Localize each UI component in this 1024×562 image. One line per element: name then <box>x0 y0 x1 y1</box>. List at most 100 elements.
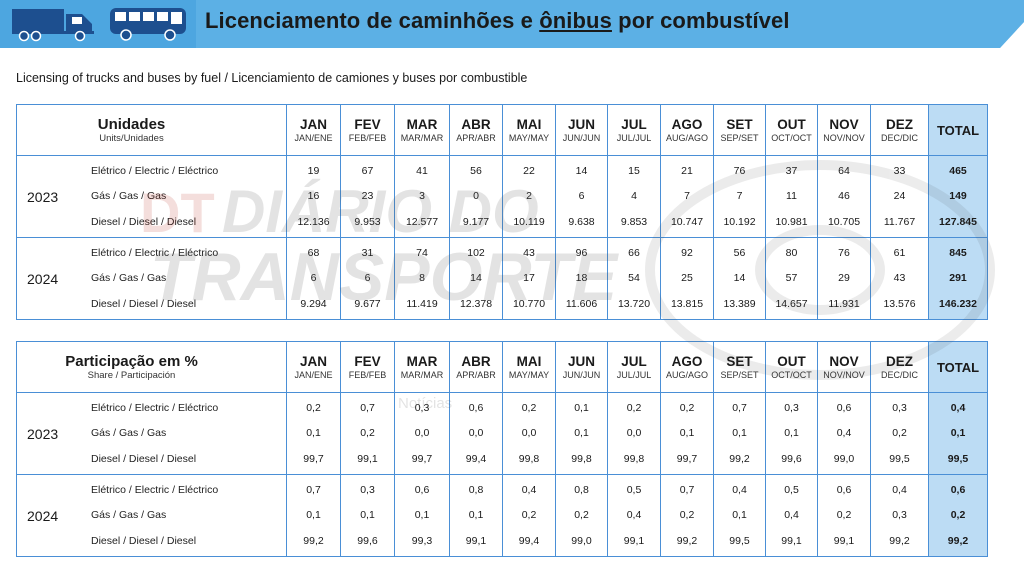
year-row: 2023 Elétrico / Electric / Eléctrico Gás /… <box>16 392 988 475</box>
cell-value: 99,1 <box>357 452 378 465</box>
month-cell: 0,6 0,2 99,1 <box>817 474 871 557</box>
cell-value: 0,4 <box>784 509 799 522</box>
year-cell: 2024 Elétrico / Electric / Eléctrico Gás /… <box>16 474 287 557</box>
cell-value: 99,2 <box>676 534 698 547</box>
cell-value: 9.953 <box>354 215 381 228</box>
cell-value: 99,4 <box>465 452 487 465</box>
total-value: 127.845 <box>939 215 977 228</box>
month-header: JUL JUL/JUL <box>607 104 661 156</box>
cell-value: 33 <box>893 164 906 177</box>
month-cell: 21 7 10.747 <box>660 155 714 238</box>
cell-value: 99,7 <box>676 452 698 465</box>
month-label: MAR <box>406 354 438 369</box>
month-header: MAI MAY/MAY <box>502 341 556 393</box>
month-header: JUN JUN/JUN <box>555 341 608 393</box>
month-header: JUL JUL/JUL <box>607 341 661 393</box>
fuel-labels: Elétrico / Electric / Eléctrico Gás / Gas… <box>17 396 286 472</box>
month-cell: 0,6 0,1 99,3 <box>394 474 450 557</box>
month-label: NOV <box>829 354 859 369</box>
cell-value: 22 <box>523 164 535 177</box>
cell-value: 0,2 <box>521 401 537 414</box>
table-title-cell: Participação em % Share / Participación <box>16 341 287 393</box>
cell-value: 14 <box>733 272 746 285</box>
cell-value: 0,1 <box>732 427 747 440</box>
total-values: 0,6 0,2 99,2 <box>929 478 987 554</box>
cell-value: 66 <box>628 246 640 259</box>
month-header: AGO AUG/AGO <box>660 341 714 393</box>
cell-value: 31 <box>361 246 374 259</box>
cell-value: 23 <box>361 190 374 203</box>
month-cell: 56 14 13.389 <box>713 237 766 320</box>
cell-value: 29 <box>838 272 850 285</box>
cell-value: 18 <box>575 272 588 285</box>
cell-values: 0,7 0,2 99,1 <box>341 396 394 472</box>
cell-value: 0,1 <box>468 509 484 522</box>
cell-value: 12.378 <box>459 297 493 310</box>
cell-value: 0,1 <box>306 509 321 522</box>
cell-value: 0,7 <box>679 483 695 496</box>
month-label: JUL <box>621 354 647 369</box>
month-header: FEV FEB/FEB <box>340 104 395 156</box>
cell-values: 0,3 0,1 99,6 <box>341 478 394 554</box>
month-cell: 0,2 0,1 99,7 <box>660 392 714 475</box>
cell-value: 7 <box>736 190 743 203</box>
month-sublabel: JUN/JUN <box>562 370 601 380</box>
month-sublabel: JUN/JUN <box>562 133 601 143</box>
month-cell: 0,3 0,2 99,5 <box>870 392 929 475</box>
month-cell: 0,1 0,1 99,8 <box>555 392 608 475</box>
month-header: SET SEP/SET <box>713 104 766 156</box>
month-sublabel: SEP/SET <box>720 133 759 143</box>
header-row: Unidades Units/Unidades JAN JAN/ENE FEV FEB/F… <box>16 104 988 156</box>
cell-value: 19 <box>307 164 320 177</box>
month-cell: 0,7 0,2 99,1 <box>340 392 395 475</box>
month-label: FEV <box>354 117 381 132</box>
cell-values: 96 18 11.606 <box>556 241 607 317</box>
cell-values: 0,3 0,0 99,7 <box>395 396 449 472</box>
cell-values: 56 14 13.389 <box>714 241 765 317</box>
month-sublabel: AUG/AGO <box>665 370 708 380</box>
month-sublabel: OCT/OCT <box>771 133 812 143</box>
month-label: JUN <box>567 117 595 132</box>
total-value: 0,6 <box>950 483 966 496</box>
cell-value: 14 <box>470 272 482 285</box>
total-values: 0,4 0,1 99,5 <box>929 396 987 472</box>
month-cell: 0,4 0,2 99,4 <box>502 474 556 557</box>
month-sublabel: APR/ABR <box>456 370 496 380</box>
month-header: AGO AUG/AGO <box>660 104 714 156</box>
year-row: 2023 Elétrico / Electric / Eléctrico Gás /… <box>16 155 988 238</box>
month-cell: 80 57 14.657 <box>765 237 818 320</box>
cell-value: 17 <box>523 272 535 285</box>
month-header: DEZ DEC/DIC <box>870 104 929 156</box>
month-label: JUL <box>621 117 647 132</box>
cell-value: 13.576 <box>883 297 916 310</box>
cell-values: 0,6 0,0 99,4 <box>450 396 502 472</box>
header-row: Participação em % Share / Participación JA… <box>16 341 988 393</box>
cell-value: 8 <box>419 272 425 285</box>
cell-value: 0,1 <box>414 509 430 522</box>
month-sublabel: APR/ABR <box>456 133 496 143</box>
cell-value: 0,2 <box>574 509 589 522</box>
month-cell: 64 46 10.705 <box>817 155 871 238</box>
cell-value: 37 <box>785 164 798 177</box>
cell-values: 0,2 0,1 99,7 <box>287 396 340 472</box>
month-label: JAN <box>299 117 327 132</box>
cell-value: 14 <box>575 164 588 177</box>
month-label: MAR <box>406 117 438 132</box>
cell-value: 99,0 <box>571 534 592 547</box>
cell-values: 0,1 0,1 99,8 <box>556 396 607 472</box>
cell-value: 10.705 <box>827 215 861 228</box>
cell-value: 96 <box>575 246 588 259</box>
cell-value: 2 <box>526 190 532 203</box>
month-sublabel: MAY/MAY <box>508 370 550 380</box>
cell-value: 0,2 <box>892 427 907 440</box>
cell-value: 0,7 <box>360 401 375 414</box>
cell-value: 99,2 <box>889 534 910 547</box>
cell-values: 22 2 10.119 <box>503 159 555 235</box>
cell-value: 99,1 <box>465 534 487 547</box>
month-cell: 15 4 9.853 <box>607 155 661 238</box>
month-sublabel: JUL/JUL <box>616 133 652 143</box>
cell-value: 4 <box>631 190 637 203</box>
month-cell: 0,4 0,1 99,5 <box>713 474 766 557</box>
month-label: JUN <box>567 354 595 369</box>
header-band <box>0 0 1024 48</box>
